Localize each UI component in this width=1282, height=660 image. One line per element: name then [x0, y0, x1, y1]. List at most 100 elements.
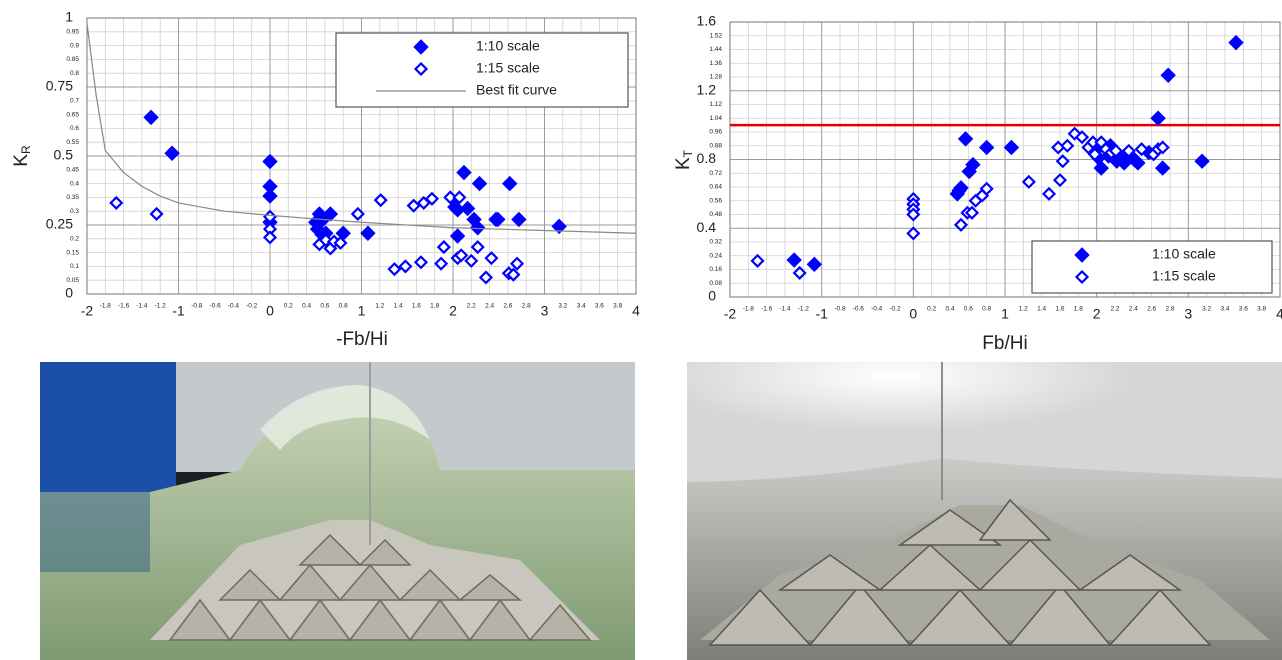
x-minor-tick-label: 0.4 [945, 306, 954, 313]
y-minor-tick-label: 0.64 [709, 184, 722, 191]
marker-filled [459, 200, 476, 217]
marker-hollow [979, 181, 994, 196]
legend-label: 1:10 scale [476, 38, 540, 54]
y-minor-tick-label: 0.32 [709, 239, 722, 246]
y-minor-tick-label: 1.04 [709, 115, 722, 122]
x-minor-tick-label: -0.2 [246, 303, 258, 310]
marker-hollow [387, 262, 402, 277]
marker-hollow [452, 190, 467, 205]
x-tick-label: 1 [1001, 306, 1009, 322]
marker-filled [806, 256, 823, 273]
x-minor-tick-label: -1.2 [155, 303, 167, 310]
marker-hollow [953, 217, 969, 232]
marker-hollow [1121, 143, 1136, 158]
marker-filled [511, 211, 527, 228]
marker-hollow [750, 253, 765, 268]
y-minor-tick-label: 0.96 [709, 129, 722, 136]
marker-hollow [350, 206, 365, 222]
y-minor-tick-label: 0.72 [709, 170, 722, 177]
y-tick-label: 1.2 [697, 81, 717, 97]
y-minor-tick-label: 0.2 [70, 236, 79, 243]
y-tick-label: 0 [708, 288, 716, 304]
marker-hollow [333, 235, 348, 250]
y-minor-tick-label: 0.35 [66, 194, 79, 201]
x-minor-tick-label: 3.4 [577, 303, 586, 310]
marker-hollow [1052, 173, 1068, 188]
y-axis-label-main: K [673, 157, 694, 170]
x-minor-tick-label: 2.2 [1110, 306, 1119, 313]
x-minor-tick-label: 2.4 [485, 303, 494, 310]
y-tick-label: 1.6 [697, 13, 717, 29]
x-minor-tick-label: -1.4 [136, 303, 148, 310]
x-axis-label: Fb/Hi [982, 333, 1027, 354]
marker-filled [469, 220, 486, 236]
marker-filled [456, 164, 472, 181]
marker-hollow [413, 255, 429, 270]
marker-hollow [424, 191, 440, 206]
marker-filled [449, 228, 466, 244]
marker-hollow [506, 267, 521, 282]
x-tick-label: -1 [172, 303, 185, 319]
x-minor-tick-label: 1.4 [394, 303, 403, 310]
x-minor-tick-label: 1.2 [375, 303, 384, 310]
marker-hollow [792, 265, 807, 280]
x-tick-label: -2 [724, 306, 737, 322]
plot-frame [729, 21, 1281, 298]
x-tick-label: 4 [632, 303, 640, 319]
legend-label: 1:15 scale [1152, 268, 1216, 284]
y-minor-tick-label: 0.48 [709, 211, 722, 218]
y-minor-tick-label: 0.08 [709, 280, 722, 287]
x-tick-label: 3 [1184, 306, 1192, 322]
x-minor-tick-label: 1.8 [430, 303, 439, 310]
marker-filled [1160, 67, 1176, 83]
x-minor-tick-label: -0.4 [228, 303, 240, 310]
marker-hollow [436, 240, 451, 255]
y-minor-tick-label: 0.1 [70, 263, 79, 270]
marker-filled [322, 206, 339, 222]
x-minor-tick-label: 1.8 [1074, 306, 1083, 313]
x-minor-tick-label: -0.2 [889, 306, 901, 313]
marker-filled [1150, 110, 1166, 126]
x-tick-label: 2 [449, 303, 457, 319]
legend-box [1031, 240, 1273, 294]
x-minor-tick-label: -1.8 [743, 306, 755, 313]
x-minor-tick-label: 0.4 [302, 303, 311, 310]
marker-hollow [413, 61, 429, 77]
x-minor-tick-label: 3.2 [1202, 306, 1211, 313]
x-minor-tick-label: -0.8 [834, 306, 846, 313]
marker-filled [143, 109, 159, 126]
y-minor-tick-label: 0.56 [709, 197, 722, 204]
marker-hollow [149, 206, 164, 222]
y-minor-tick-label: 0.3 [70, 208, 79, 215]
x-minor-tick-label: 0.2 [927, 306, 936, 313]
marker-hollow [262, 230, 278, 245]
x-minor-tick-label: 0.6 [320, 303, 329, 310]
y-minor-tick-label: 0.24 [709, 252, 722, 259]
y-minor-tick-label: 0.05 [66, 277, 79, 284]
x-minor-tick-label: 0.8 [982, 306, 991, 313]
x-tick-label: -1 [815, 306, 828, 322]
x-minor-tick-label: 3.4 [1220, 306, 1229, 313]
legend-box [335, 32, 629, 108]
y-minor-tick-label: 0.8 [70, 70, 79, 77]
x-minor-tick-label: -1.6 [761, 306, 773, 313]
y-axis-label: KR [11, 145, 33, 167]
x-minor-tick-label: 3.8 [1257, 306, 1266, 313]
x-minor-tick-label: 1.6 [1055, 306, 1064, 313]
marker-filled [490, 211, 506, 228]
y-axis-label-sub: T [681, 149, 695, 157]
legend-label: Best fit curve [476, 82, 557, 98]
marker-filled [262, 153, 278, 170]
marker-hollow [434, 256, 449, 271]
marker-hollow [109, 195, 124, 210]
x-minor-tick-label: 2.8 [522, 303, 531, 310]
y-minor-tick-label: 0.85 [66, 56, 79, 63]
marker-filled [413, 39, 429, 55]
x-minor-tick-label: -0.8 [191, 303, 203, 310]
x-minor-tick-label: -1.4 [779, 306, 791, 313]
y-minor-tick-label: 0.4 [70, 180, 79, 187]
marker-filled [786, 252, 802, 268]
marker-hollow [1041, 186, 1057, 201]
x-tick-label: 3 [541, 303, 549, 319]
marker-filled [1154, 160, 1171, 176]
